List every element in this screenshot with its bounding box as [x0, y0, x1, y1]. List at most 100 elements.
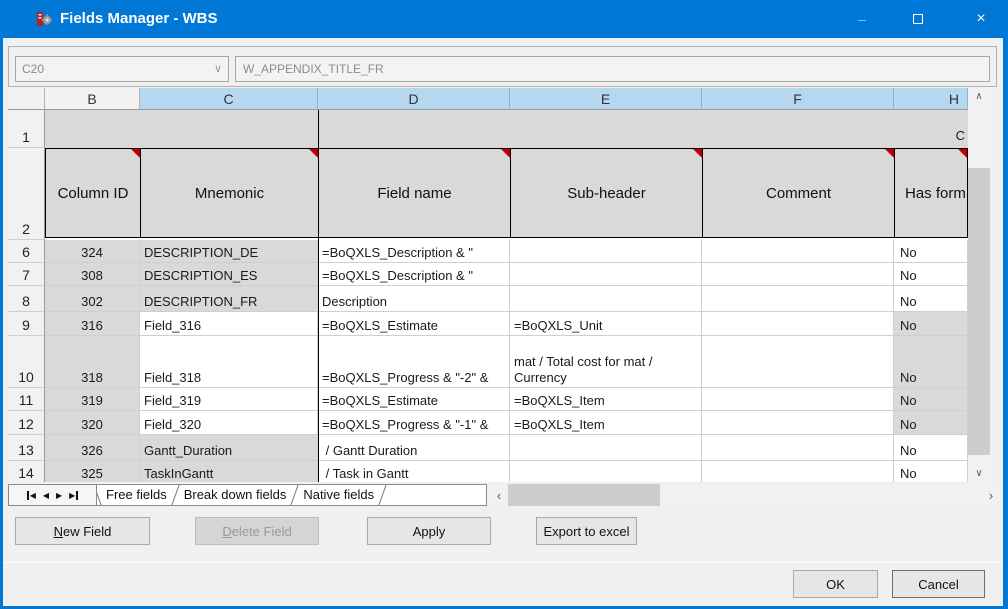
tab-native-fields[interactable]: Native fields [295, 485, 383, 505]
row-header[interactable]: 6 [8, 240, 45, 263]
row-header[interactable]: 8 [8, 286, 45, 312]
cell-comment[interactable] [702, 388, 894, 411]
scroll-right-icon[interactable]: › [988, 487, 994, 503]
cell-sub-header[interactable]: mat / Total cost for mat / Currency [510, 336, 702, 388]
vertical-scrollbar[interactable]: ∧ ∨ [968, 88, 990, 482]
cell-has-formula[interactable]: No [894, 263, 968, 286]
column-header-d[interactable]: D [318, 88, 510, 110]
cell-field-name[interactable]: / Gantt Duration [318, 435, 510, 461]
cell-column-id[interactable]: 316 [45, 312, 140, 336]
row-header-1[interactable]: 1 [8, 110, 45, 148]
cell-field-name[interactable]: =BoQXLS_Progress & "-1" & [318, 411, 510, 435]
select-all-corner[interactable] [8, 88, 45, 110]
tab-break-down-fields[interactable]: Break down fields [175, 485, 295, 505]
cell-sub-header[interactable] [510, 240, 702, 263]
cell-sub-header[interactable] [510, 461, 702, 482]
cell-column-id[interactable]: 324 [45, 240, 140, 263]
column-header-c[interactable]: C [140, 88, 318, 110]
cell-column-id[interactable]: 308 [45, 263, 140, 286]
cell-mnemonic[interactable]: Field_318 [140, 336, 318, 388]
row-header[interactable]: 9 [8, 312, 45, 336]
cell-field-name[interactable]: =BoQXLS_Description & " [318, 240, 510, 263]
cell-comment[interactable] [702, 240, 894, 263]
first-sheet-icon[interactable]: ◀ [26, 490, 36, 500]
cell-column-id[interactable]: 302 [45, 286, 140, 312]
tab-free-fields[interactable]: Free fields [98, 485, 175, 505]
new-field-button[interactable]: New Field [15, 517, 150, 545]
horizontal-scrollbar-thumb[interactable] [508, 484, 660, 506]
apply-button[interactable]: Apply [367, 517, 491, 545]
row-header[interactable]: 12 [8, 411, 45, 435]
header-sub-header[interactable]: Sub-header [510, 149, 702, 237]
cell-has-formula[interactable]: No [894, 388, 968, 411]
cell-mnemonic[interactable]: Gantt_Duration [140, 435, 318, 461]
cell-column-id[interactable]: 318 [45, 336, 140, 388]
cell-column-id[interactable]: 320 [45, 411, 140, 435]
cell-column-id[interactable]: 326 [45, 435, 140, 461]
header-column-id[interactable]: Column ID [45, 149, 140, 237]
formula-input[interactable]: W_APPENDIX_TITLE_FR [235, 56, 990, 82]
cell-has-formula[interactable]: No [894, 312, 968, 336]
scroll-left-icon[interactable]: ‹ [496, 487, 502, 503]
close-button[interactable]: × [954, 0, 1008, 38]
column-header-e[interactable]: E [510, 88, 702, 110]
cell-field-name[interactable]: =BoQXLS_Progress & "-2" & [318, 336, 510, 388]
title-bar[interactable]: Fields Manager - WBS – × [0, 0, 1008, 38]
header-comment[interactable]: Comment [702, 149, 894, 237]
cell-column-id[interactable]: 325 [45, 461, 140, 482]
cell-column-id[interactable]: 319 [45, 388, 140, 411]
cell-sub-header[interactable]: =BoQXLS_Item [510, 411, 702, 435]
cell-sub-header[interactable]: =BoQXLS_Unit [510, 312, 702, 336]
cell-sub-header[interactable] [510, 286, 702, 312]
cell-mnemonic[interactable]: Field_316 [140, 312, 318, 336]
column-header-h[interactable]: H [894, 88, 968, 110]
cell-mnemonic[interactable]: TaskInGantt [140, 461, 318, 482]
column-header-f[interactable]: F [702, 88, 894, 110]
cell-sub-header[interactable]: =BoQXLS_Item [510, 388, 702, 411]
cell-has-formula[interactable]: No [894, 240, 968, 263]
cell-field-name[interactable]: / Task in Gantt [318, 461, 510, 482]
cell-field-name[interactable]: Description [318, 286, 510, 312]
cell-row1-right[interactable]: C [318, 110, 968, 148]
maximize-button[interactable] [895, 0, 941, 38]
row-header[interactable]: 13 [8, 435, 45, 461]
cell-field-name[interactable]: =BoQXLS_Description & " [318, 263, 510, 286]
cell-sub-header[interactable] [510, 435, 702, 461]
horizontal-scrollbar[interactable]: ‹ › [490, 484, 1000, 506]
row-header[interactable]: 10 [8, 336, 45, 388]
cell-has-formula[interactable]: No [894, 286, 968, 312]
chevron-down-icon[interactable]: ∨ [213, 63, 222, 75]
cell-sub-header[interactable] [510, 263, 702, 286]
scroll-down-icon[interactable]: ∨ [975, 468, 983, 479]
last-sheet-icon[interactable]: ▶ [69, 490, 79, 500]
cell-comment[interactable] [702, 263, 894, 286]
cell-mnemonic[interactable]: Field_319 [140, 388, 318, 411]
cell-comment[interactable] [702, 286, 894, 312]
cell-field-name[interactable]: =BoQXLS_Estimate [318, 388, 510, 411]
ok-button[interactable]: OK [793, 570, 878, 598]
cell-comment[interactable] [702, 411, 894, 435]
header-mnemonic[interactable]: Mnemonic [140, 149, 318, 237]
delete-field-button[interactable]: Delete Field [195, 517, 319, 545]
next-sheet-icon[interactable]: ▶ [56, 490, 63, 500]
minimize-button[interactable]: – [839, 0, 885, 38]
column-header-b[interactable]: B [45, 88, 140, 110]
cell-mnemonic[interactable]: Field_320 [140, 411, 318, 435]
scroll-up-icon[interactable]: ∧ [975, 91, 983, 102]
row-header[interactable]: 14 [8, 461, 45, 482]
header-has-formula[interactable]: Has form [894, 149, 968, 237]
prev-sheet-icon[interactable]: ◀ [42, 490, 49, 500]
cell-has-formula[interactable]: No [894, 336, 968, 388]
vertical-scrollbar-thumb[interactable] [968, 168, 990, 455]
row-header-2[interactable]: 2 [8, 148, 45, 240]
export-to-excel-button[interactable]: Export to excel [536, 517, 637, 545]
cancel-button[interactable]: Cancel [892, 570, 985, 598]
cell-comment[interactable] [702, 312, 894, 336]
cell-mnemonic[interactable]: DESCRIPTION_DE [140, 240, 318, 263]
cell-field-name[interactable]: =BoQXLS_Estimate [318, 312, 510, 336]
header-field-name[interactable]: Field name [318, 149, 510, 237]
cell-has-formula[interactable]: No [894, 435, 968, 461]
name-box[interactable]: C20 ∨ [15, 56, 229, 82]
cell-has-formula[interactable]: No [894, 411, 968, 435]
cell-comment[interactable] [702, 336, 894, 388]
